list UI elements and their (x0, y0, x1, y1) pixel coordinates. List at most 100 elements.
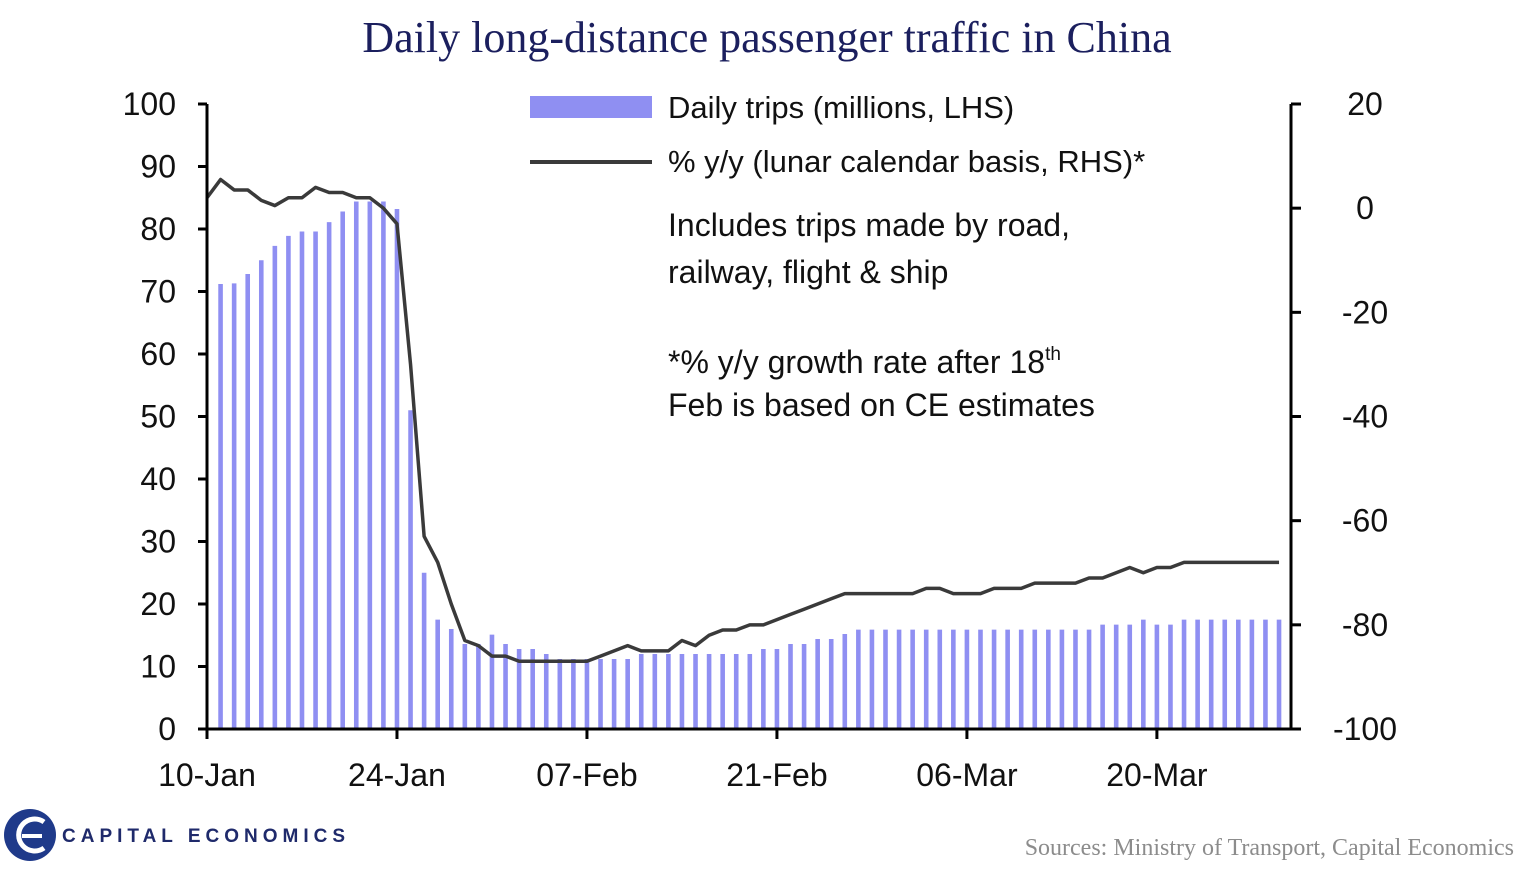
note-includes-line1: Includes trips made by road, (668, 207, 1070, 243)
bar (1100, 624, 1105, 730)
right-tick-label: -20 (1342, 294, 1388, 330)
note-estimates-prefix: *% y/y growth rate after 18 (668, 344, 1045, 380)
bar (381, 201, 386, 729)
bar (1222, 619, 1228, 730)
bar (951, 629, 956, 730)
bar (1005, 629, 1010, 730)
bar (408, 410, 413, 729)
x-tick-label: 21-Feb (726, 757, 827, 793)
bar (1154, 624, 1160, 730)
bar (489, 634, 495, 730)
bar (530, 649, 535, 729)
bar (937, 629, 943, 730)
x-tick-label: 20-Mar (1106, 757, 1208, 793)
right-tick-label: 0 (1356, 190, 1374, 226)
legend-line-label: % y/y (lunar calendar basis, RHS)* (668, 144, 1145, 179)
left-tick-label: 40 (140, 461, 176, 497)
bar (693, 654, 698, 729)
bar (638, 654, 644, 729)
right-axis-ticks: -100 -80 -60 -40 -20 0 20 (1291, 86, 1397, 747)
bar (516, 649, 522, 729)
x-tick-label: 06-Mar (916, 757, 1018, 793)
bar (1236, 619, 1241, 730)
bar (313, 231, 318, 729)
bar (815, 639, 820, 729)
left-tick-label: 90 (140, 149, 176, 185)
bar (272, 245, 278, 730)
logo-c-swoosh-icon (16, 816, 46, 854)
bar (1181, 619, 1187, 730)
bar (1086, 629, 1092, 730)
bar (1018, 629, 1024, 730)
bar (557, 659, 563, 729)
bar (421, 572, 427, 729)
bar (842, 634, 848, 729)
bar (435, 619, 440, 730)
right-tick-label: -100 (1333, 711, 1397, 747)
bar (326, 222, 332, 729)
bar (679, 654, 685, 729)
bar (652, 654, 658, 729)
bar (801, 644, 807, 729)
bar (1113, 624, 1119, 730)
bar (666, 654, 671, 729)
note-estimates-superscript: th (1045, 344, 1061, 365)
left-axis-ticks: 0 10 20 30 40 50 60 70 80 90 100 (123, 86, 207, 747)
bar (869, 629, 875, 730)
left-tick-label: 80 (140, 211, 176, 247)
x-tick-label: 07-Feb (536, 757, 637, 793)
right-tick-label: -60 (1342, 503, 1388, 539)
bar (720, 654, 725, 729)
bar (761, 649, 766, 729)
source-note: Sources: Ministry of Transport, Capital … (1025, 835, 1514, 861)
bar (245, 274, 251, 729)
capital-economics-logo: CAPITAL ECONOMICS (4, 809, 350, 861)
bar (774, 649, 780, 729)
bar (896, 629, 902, 730)
annotation-notes: Includes trips made by road, railway, fl… (668, 207, 1095, 423)
bar (856, 629, 861, 730)
bar (978, 629, 983, 730)
chart-title: Daily long-distance passenger traffic in… (362, 13, 1171, 62)
right-tick-label: -80 (1342, 607, 1388, 643)
bar (923, 629, 929, 730)
bar (367, 201, 373, 729)
bar (1208, 619, 1214, 730)
left-tick-label: 30 (140, 524, 176, 560)
bar (991, 629, 997, 730)
bar (706, 654, 712, 729)
right-tick-label: -40 (1342, 399, 1388, 435)
bar (1059, 629, 1065, 730)
legend-bar-swatch (530, 96, 652, 118)
bar (1263, 619, 1268, 730)
bar (1046, 629, 1051, 730)
bar (1127, 624, 1133, 730)
bar (1032, 629, 1038, 730)
bar (964, 629, 970, 730)
bar (448, 629, 454, 729)
bar (733, 654, 739, 729)
bar (571, 659, 576, 729)
line-series (205, 177, 1280, 664)
bar (1276, 619, 1282, 730)
x-axis-ticks: 10-Jan 24-Jan 07-Feb 21-Feb 06-Mar 20-Mar (158, 729, 1208, 793)
left-tick-label: 0 (158, 711, 176, 747)
bar (394, 209, 400, 729)
bar (476, 644, 481, 729)
bar (611, 659, 617, 729)
legend: Daily trips (millions, LHS) % y/y (lunar… (530, 90, 1145, 179)
left-tick-label: 70 (140, 274, 176, 310)
bar (503, 644, 508, 729)
bar (353, 201, 359, 729)
bar (543, 654, 549, 729)
brand-name: CAPITAL ECONOMICS (62, 826, 350, 847)
left-tick-label: 100 (123, 86, 176, 122)
bar (788, 644, 793, 729)
bar (598, 659, 603, 729)
bar (747, 654, 753, 729)
left-tick-label: 20 (140, 586, 176, 622)
bar (1168, 624, 1173, 730)
bar (1195, 619, 1200, 730)
bar (1249, 619, 1255, 730)
